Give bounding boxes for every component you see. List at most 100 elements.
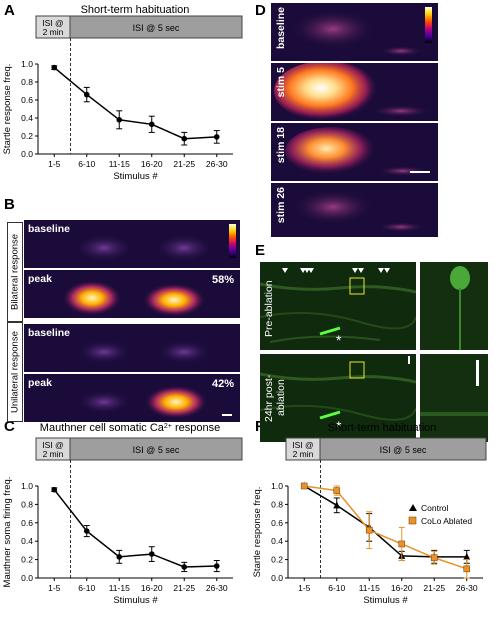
data-point bbox=[83, 528, 90, 534]
row-label: baseline bbox=[275, 7, 287, 50]
row-label: peak bbox=[28, 377, 52, 389]
image-d-baseline: baseline bbox=[271, 3, 438, 61]
calcium-image bbox=[291, 189, 425, 232]
y-axis-label: Mauthner soma firing freq. bbox=[2, 477, 13, 588]
data-point bbox=[181, 564, 188, 570]
data-point bbox=[365, 526, 373, 534]
series-line bbox=[53, 489, 217, 568]
calcium-image bbox=[76, 385, 208, 419]
x-tick-label: 6-10 bbox=[328, 583, 345, 593]
isi-short-label: ISI @ bbox=[42, 440, 63, 450]
data-point bbox=[51, 486, 58, 493]
isi-long-box bbox=[319, 437, 487, 461]
x-tick-label: 21-25 bbox=[423, 583, 445, 593]
x-tick-label: 21-25 bbox=[173, 159, 195, 169]
image-e-post-ablation: 24hr post-ablation * bbox=[260, 354, 416, 442]
isi-long-label: ISI @ 5 sec bbox=[380, 445, 427, 455]
x-tick-label: 1-5 bbox=[48, 159, 61, 169]
x-tick-label: 6-10 bbox=[78, 159, 95, 169]
image-d-stim5: stim 5 bbox=[271, 63, 438, 121]
y-axis-label: Startle response freq. bbox=[2, 64, 13, 155]
x-tick-label: 16-20 bbox=[141, 159, 163, 169]
data-point bbox=[463, 565, 471, 573]
image-b-unilateral-baseline: baseline bbox=[24, 324, 240, 372]
isi-long-box bbox=[69, 15, 243, 39]
calcium-image bbox=[76, 340, 212, 364]
x-tick-label: 16-20 bbox=[391, 583, 413, 593]
data-point bbox=[463, 552, 471, 560]
data-point bbox=[213, 563, 220, 569]
x-axis-label: Stimulus # bbox=[363, 595, 408, 606]
data-point bbox=[116, 117, 123, 123]
x-tick-label: 11-15 bbox=[109, 159, 130, 169]
fluorescence-image bbox=[260, 354, 416, 442]
response-percent: 42% bbox=[211, 378, 234, 390]
isi-short-label: ISI @ bbox=[42, 18, 63, 28]
chart-title: Mauthner cell somatic Ca2+ response bbox=[40, 422, 220, 434]
image-b-bilateral-baseline: baseline bbox=[24, 220, 240, 268]
image-b-unilateral-peak: peak 42% bbox=[24, 374, 240, 422]
x-tick-label: 1-5 bbox=[298, 583, 311, 593]
chart-title: Short-term habituation bbox=[328, 422, 437, 434]
y-tick-label: 0.0 bbox=[21, 149, 33, 159]
y-tick-label: 0.4 bbox=[271, 536, 283, 546]
data-point bbox=[333, 501, 341, 509]
data-point bbox=[333, 487, 341, 494]
y-tick-label: 0.8 bbox=[21, 499, 33, 509]
data-point bbox=[213, 134, 220, 140]
x-tick-label: 21-25 bbox=[173, 583, 195, 593]
y-tick-label: 0.2 bbox=[271, 555, 283, 565]
x-tick-label: 1-5 bbox=[48, 583, 61, 593]
isi-long-box bbox=[69, 437, 243, 461]
y-tick-label: 1.0 bbox=[271, 481, 283, 491]
calcium-image bbox=[285, 127, 429, 176]
panel-letter-b: B bbox=[4, 196, 15, 213]
x-axis-label: Stimulus # bbox=[113, 171, 158, 182]
panel-letter-e: E bbox=[255, 242, 266, 259]
legend-label: Control bbox=[421, 503, 449, 513]
y-tick-label: 1.0 bbox=[21, 59, 33, 69]
scale-bar bbox=[222, 414, 232, 416]
data-point bbox=[83, 91, 90, 98]
x-tick-label: 26-30 bbox=[206, 583, 228, 593]
response-percent: 58% bbox=[211, 274, 234, 286]
image-d-stim18: stim 18 bbox=[271, 123, 438, 181]
group-label-unilateral: Unilateral response bbox=[7, 322, 23, 422]
series-line bbox=[303, 485, 467, 558]
data-point bbox=[51, 64, 58, 71]
isi-short-label: ISI @ bbox=[292, 440, 313, 450]
fluorescence-image bbox=[420, 354, 488, 442]
image-d-stim26: stim 26 bbox=[271, 183, 438, 237]
legend-marker bbox=[408, 516, 417, 525]
row-label: stim 26 bbox=[275, 187, 287, 224]
series-line bbox=[53, 67, 217, 140]
x-tick-label: 11-15 bbox=[109, 583, 130, 593]
y-tick-label: 0.0 bbox=[21, 573, 33, 583]
data-point bbox=[181, 135, 188, 142]
data-point bbox=[116, 554, 123, 560]
x-tick-label: 16-20 bbox=[141, 583, 163, 593]
fluorescence-image bbox=[260, 262, 416, 350]
row-label: baseline bbox=[28, 223, 71, 235]
isi-short-label: 2 min bbox=[43, 449, 64, 459]
image-e-pre-ablation-zoom bbox=[420, 262, 488, 350]
panel-letter-f: F bbox=[255, 418, 264, 435]
y-tick-label: 1.0 bbox=[21, 481, 33, 491]
chart-a: Short-term habituation ISI @2 min ISI @ 5 … bbox=[2, 4, 243, 182]
x-tick-label: 26-30 bbox=[456, 583, 478, 593]
asterisk-marker: * bbox=[336, 332, 342, 348]
y-tick-label: 0.4 bbox=[21, 536, 33, 546]
image-e-pre-ablation: Pre-ablation * bbox=[260, 262, 416, 350]
isi-long-label: ISI @ 5 sec bbox=[133, 23, 180, 33]
y-tick-label: 0.8 bbox=[271, 499, 283, 509]
isi-short-label: 2 min bbox=[293, 449, 314, 459]
y-axis-label: Startle response freq. bbox=[252, 487, 263, 578]
row-label: peak bbox=[28, 273, 52, 285]
isi-long-label: ISI @ 5 sec bbox=[133, 445, 180, 455]
panel-letter-d: D bbox=[255, 2, 266, 19]
calcium-image bbox=[274, 63, 431, 121]
chart-c: Mauthner cell somatic Ca2+ response ISI @… bbox=[2, 422, 243, 606]
x-axis-label: Stimulus # bbox=[113, 595, 158, 606]
y-tick-label: 0.0 bbox=[271, 573, 283, 583]
y-tick-label: 0.2 bbox=[21, 131, 33, 141]
